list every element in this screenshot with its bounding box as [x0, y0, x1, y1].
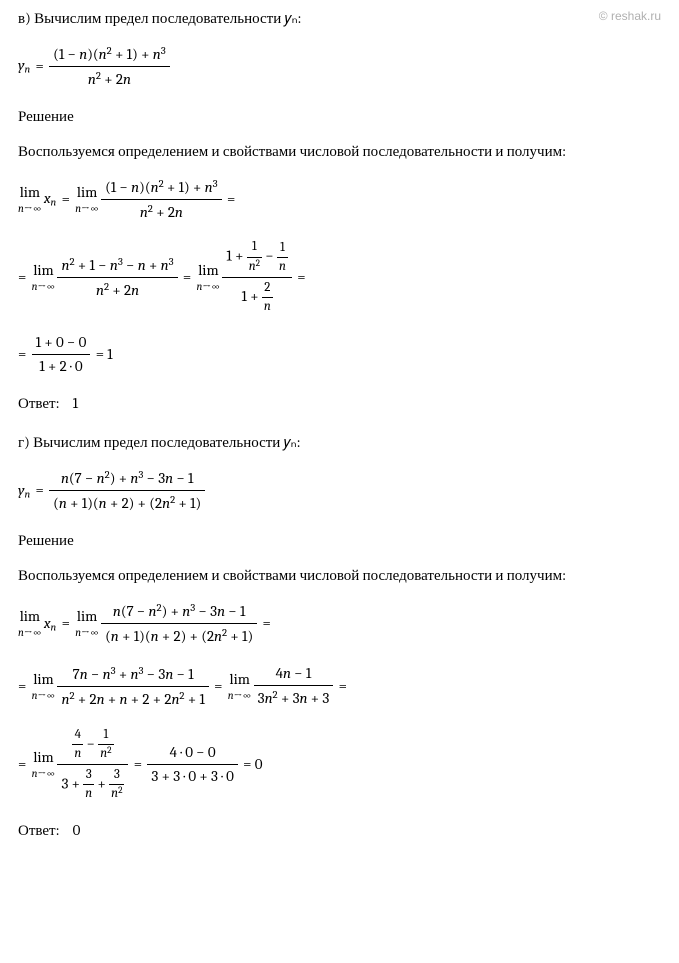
partG-answer-value: 0	[73, 821, 81, 839]
watermark: © reshak.ru	[599, 8, 661, 25]
partV-method-text: Воспользуемся определением и свойствами …	[18, 141, 661, 162]
partV-title-text: в) Вычислим предел последовательности 𝑦ₙ…	[18, 9, 302, 27]
partV-answer-value: 1	[73, 394, 78, 412]
partV-step1: limn→∞ xn = limn→∞ (1 − n)(n2 + 1) + n3 …	[18, 176, 661, 223]
partV-answer: Ответ: 1	[18, 393, 661, 414]
partV-step3: = 1 + 0 − 0 1 + 2 · 0 = 1	[18, 332, 661, 377]
partG-answer: Ответ: 0	[18, 820, 661, 841]
partG-step1: limn→∞ xn = limn→∞ n(7 − n2) + n3 − 3n −…	[18, 600, 661, 647]
partG-title-text: г) Вычислим предел последовательности 𝑦ₙ…	[18, 433, 301, 451]
partG-step3: = limn→∞ 4n − 1n2 3 + 3n + 3n2 = 4 · 0 −…	[18, 726, 661, 804]
partV-formula: yn = (1 − n)(n2 + 1) + n3 n2 + 2n	[18, 43, 661, 90]
partV-solution-label: Решение	[18, 106, 661, 127]
partG-method-text: Воспользуемся определением и свойствами …	[18, 565, 661, 586]
partV-step2: = limn→∞ n2 + 1 − n3 − n + n3 n2 + 2n = …	[18, 238, 661, 316]
partG-answer-label: Ответ:	[18, 821, 59, 839]
partV-title: в) Вычислим предел последовательности 𝑦ₙ…	[18, 8, 661, 29]
partV-answer-label: Ответ:	[18, 394, 59, 412]
partG-step2: = limn→∞ 7n − n3 + n3 − 3n − 1 n2 + 2n +…	[18, 663, 661, 710]
partG-solution-label: Решение	[18, 530, 661, 551]
partG-formula: yn = n(7 − n2) + n3 − 3n − 1 (n + 1)(n +…	[18, 467, 661, 514]
partG-title: г) Вычислим предел последовательности 𝑦ₙ…	[18, 432, 661, 453]
